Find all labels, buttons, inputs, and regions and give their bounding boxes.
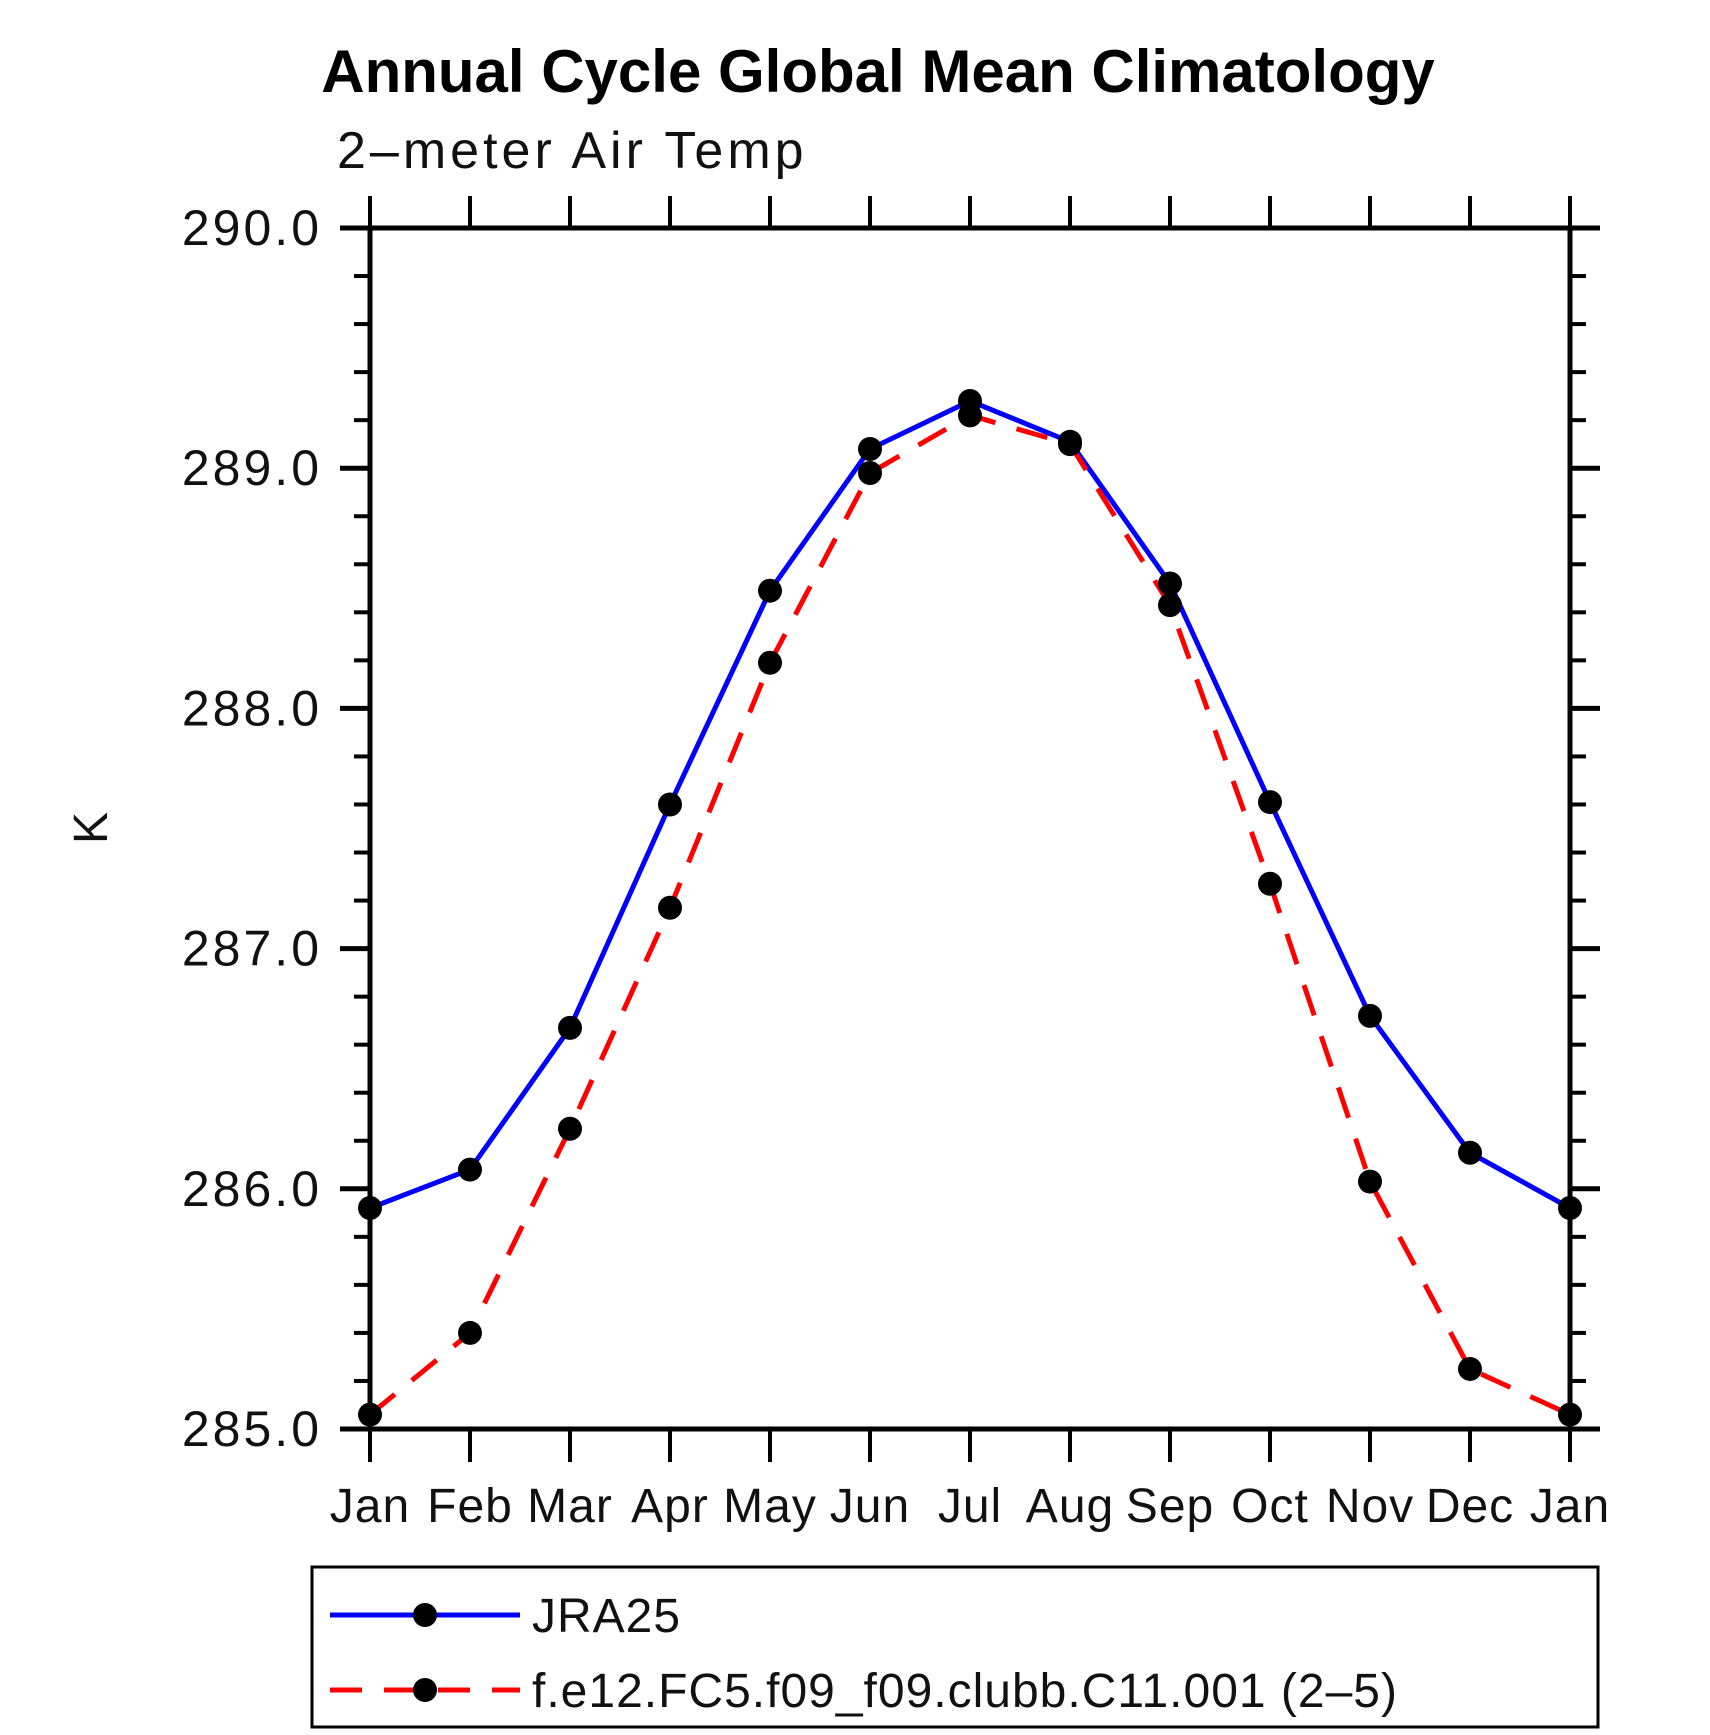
data-point-marker	[1558, 1402, 1582, 1427]
x-tick-label: Jan	[330, 1480, 410, 1533]
x-tick-label: Aug	[1026, 1480, 1114, 1533]
series-line-jra25	[369, 398, 1572, 1211]
data-point-marker	[658, 792, 682, 817]
data-point-marker	[958, 403, 982, 428]
data-point-marker	[658, 895, 682, 920]
plot-box	[367, 225, 1573, 1432]
x-tick-label: Jul	[938, 1480, 1002, 1533]
data-point-marker	[558, 1015, 582, 1040]
y-tick-label: 288.0	[182, 680, 322, 736]
data-point-marker	[1458, 1140, 1482, 1165]
x-tick-label: Jan	[1530, 1480, 1610, 1533]
y-axis-label: K	[65, 812, 118, 844]
y-tick-label: 289.0	[182, 440, 322, 496]
data-point-marker	[558, 1116, 582, 1141]
data-point-marker	[758, 578, 782, 603]
chart-subtitle: 2–meter Air Temp	[337, 122, 808, 180]
data-point-marker	[1258, 790, 1282, 815]
x-tick-label: Oct	[1231, 1480, 1309, 1533]
x-tick-label: Dec	[1426, 1480, 1514, 1533]
data-series	[358, 388, 1582, 1427]
legend-label: JRA25	[532, 1590, 681, 1643]
legend-marker	[413, 1678, 437, 1702]
series-line-model	[368, 412, 1572, 1417]
data-point-marker	[758, 650, 782, 675]
y-tick-label: 285.0	[182, 1401, 322, 1457]
legend-label: f.e12.FC5.f09_f09.clubb.C11.001 (2–5)	[532, 1665, 1398, 1718]
legend-marker	[413, 1603, 437, 1627]
axes: 285.0 286.0 287.0 288.0 289.0 290.0 Jan Feb Mar A…	[182, 196, 1610, 1533]
data-point-marker	[858, 461, 882, 486]
data-point-marker	[1358, 1003, 1382, 1028]
data-point-marker	[358, 1196, 382, 1221]
data-point-marker	[1158, 593, 1182, 618]
data-point-marker	[358, 1402, 382, 1427]
data-point-marker	[1358, 1169, 1382, 1194]
data-point-marker	[1258, 871, 1282, 896]
y-tick-label: 290.0	[182, 200, 322, 256]
data-point-marker	[1458, 1356, 1482, 1381]
x-tick-label: Feb	[427, 1480, 513, 1533]
y-tick-label: 286.0	[182, 1161, 322, 1217]
data-point-marker	[1158, 571, 1182, 596]
data-point-marker	[858, 436, 882, 461]
x-tick-label: May	[723, 1480, 817, 1533]
legend: JRA25 f.e12.FC5.f09_f09.clubb.C11.001 (2–…	[310, 1565, 1600, 1729]
data-point-marker	[458, 1320, 482, 1345]
legend-box	[310, 1565, 1600, 1729]
data-point-marker	[1058, 432, 1082, 457]
x-tick-label: Mar	[527, 1480, 613, 1533]
chart-title: Annual Cycle Global Mean Climatology	[321, 38, 1435, 105]
data-point-marker	[1558, 1196, 1582, 1221]
x-tick-label: Nov	[1326, 1480, 1414, 1533]
x-tick-label: Apr	[631, 1480, 709, 1533]
x-tick-label: Jun	[830, 1480, 910, 1533]
x-tick-label: Sep	[1126, 1480, 1214, 1533]
y-tick-label: 287.0	[182, 921, 322, 977]
data-point-marker	[458, 1157, 482, 1182]
